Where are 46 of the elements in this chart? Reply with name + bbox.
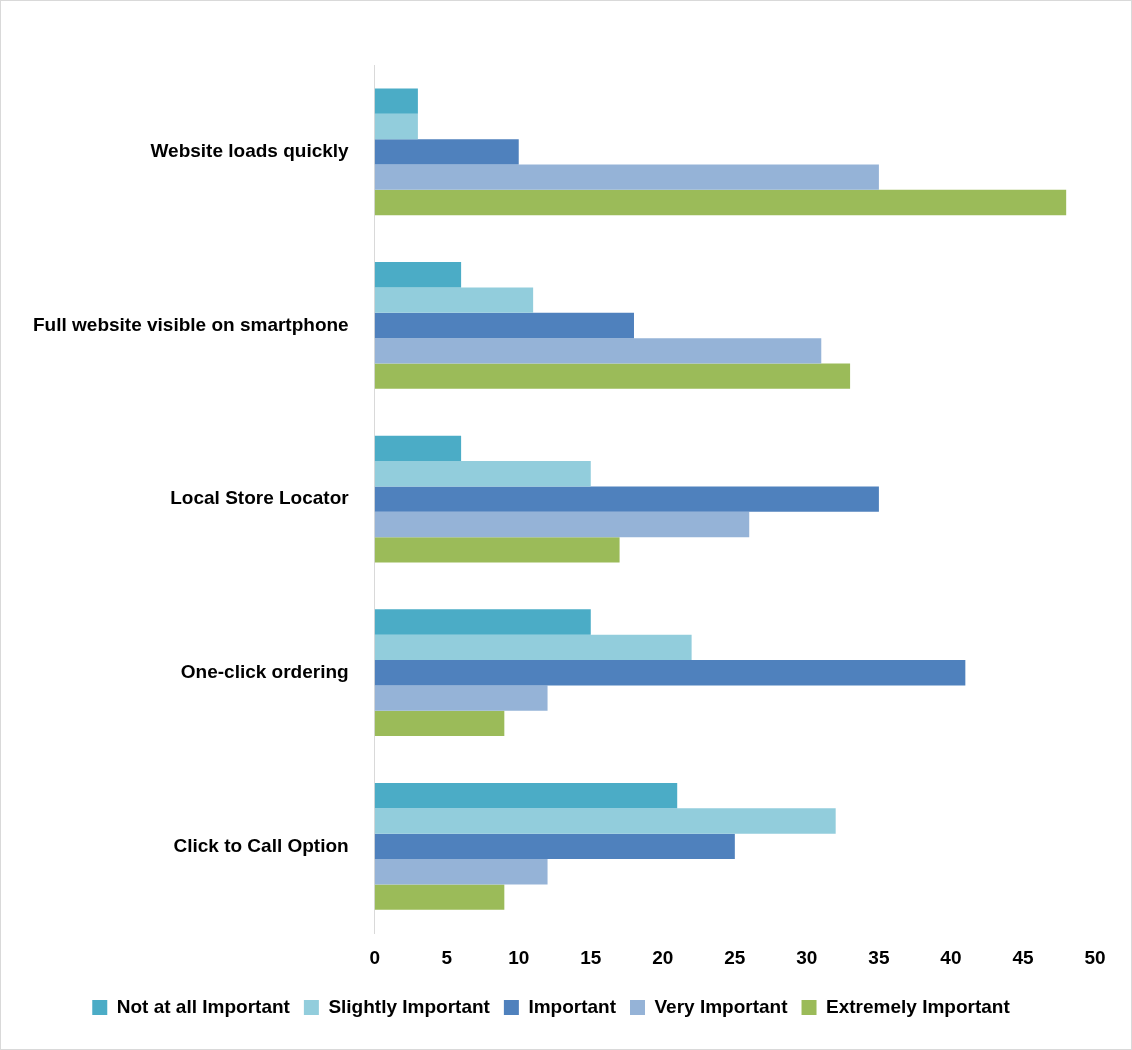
bar [374, 710, 505, 737]
x-tick-label: 15 [580, 946, 602, 968]
x-tick-label: 50 [1084, 946, 1106, 968]
bar [374, 139, 519, 165]
bar [374, 461, 591, 487]
x-tick-label: 40 [940, 946, 962, 968]
y-tick-label: Click to Call Option [173, 834, 349, 856]
bar [374, 88, 418, 114]
bar [374, 859, 548, 885]
x-tick-label: 35 [868, 946, 890, 968]
y-tick-label: One-click ordering [180, 660, 349, 682]
legend-label: Extremely Important [826, 995, 1011, 1017]
bar [374, 609, 591, 635]
bar [374, 189, 1067, 216]
bar [374, 338, 822, 364]
legend-label: Not at all Important [116, 995, 291, 1017]
bar [374, 486, 879, 512]
x-tick-label: 30 [796, 946, 818, 968]
legend-label: Slightly Important [328, 995, 491, 1017]
bar [374, 783, 678, 809]
y-tick-label: Website loads quickly [150, 140, 350, 162]
bar [374, 660, 966, 686]
x-tick-label: 5 [441, 946, 453, 968]
x-tick-label: 25 [724, 946, 746, 968]
x-tick-label: 20 [652, 946, 674, 968]
bar [374, 113, 418, 140]
y-tick-label: Local Store Locator [170, 487, 350, 509]
bar [374, 511, 750, 538]
bar [374, 808, 836, 834]
bar [374, 685, 548, 711]
bar [374, 537, 620, 563]
bar [374, 833, 735, 860]
x-tick-label: 0 [369, 946, 380, 968]
bar [374, 164, 879, 190]
bar [374, 363, 851, 389]
bar [374, 634, 692, 661]
bar [374, 287, 534, 313]
bar [374, 884, 505, 910]
legend-label: Important [528, 995, 617, 1017]
y-tick-label: Full website visible on smartphone [33, 313, 349, 335]
x-tick-label: 45 [1012, 946, 1034, 968]
bar [374, 312, 634, 339]
bar [374, 435, 462, 462]
legend-label: Very Important [654, 995, 789, 1017]
x-tick-label: 10 [508, 946, 530, 968]
bar [374, 262, 462, 288]
